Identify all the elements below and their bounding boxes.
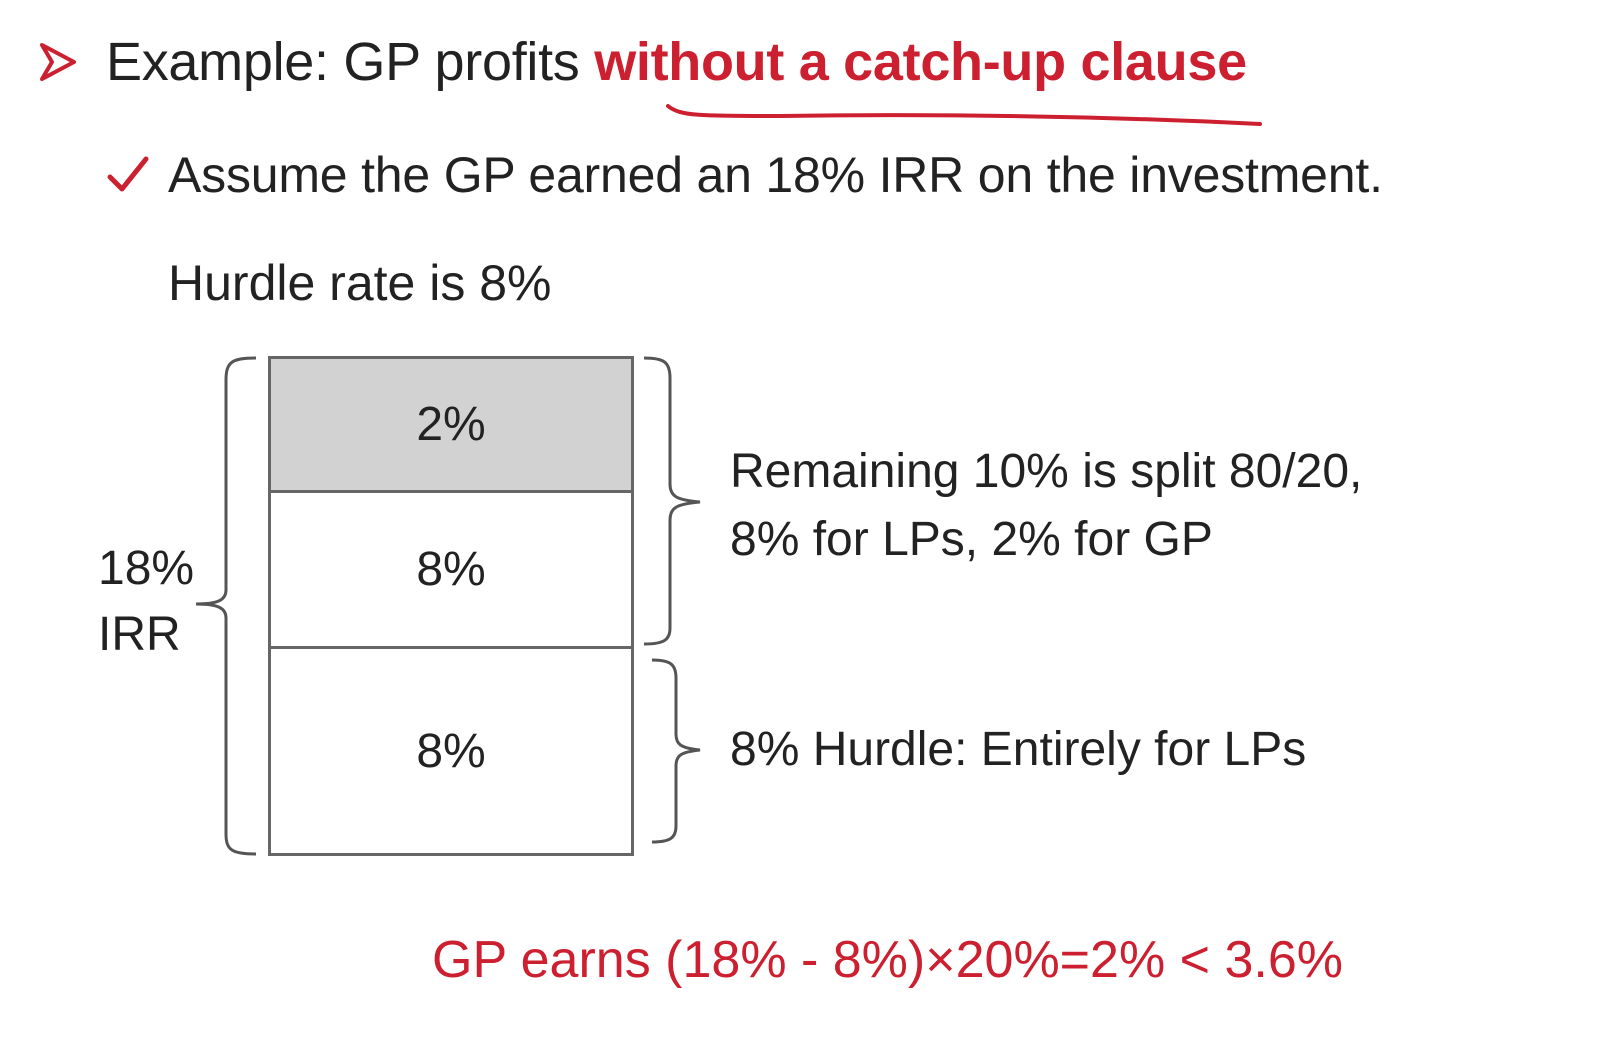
arrow-bullet-icon — [40, 43, 76, 81]
bullet-2-text: Assume the GP earned an 18% IRR on the i… — [168, 147, 1383, 203]
red-underline-annotation — [666, 104, 1262, 126]
block-hurdle: 8% — [268, 646, 634, 856]
irr-label-text: IRR — [98, 608, 181, 661]
left-brace-irr — [195, 356, 257, 856]
bullet-line-2: Assume the GP earned an 18% IRR on the i… — [104, 140, 1383, 210]
right-brace-remaining — [643, 356, 701, 646]
block-lp-share-label: 8% — [416, 543, 486, 596]
split-note-line-1: Remaining 10% is split 80/20, — [730, 445, 1363, 498]
block-hurdle-label: 8% — [416, 724, 486, 778]
hurdle-note: 8% Hurdle: Entirely for LPs — [730, 723, 1307, 776]
irr-label-value: 18% — [98, 542, 195, 595]
bullet-line-1: Example: GP profits without a catch-up c… — [36, 22, 1247, 102]
irr-label: 18% IRR — [98, 536, 194, 668]
bullet-1-emphasis: without a catch-up clause — [594, 32, 1247, 92]
right-brace-hurdle — [651, 658, 701, 844]
block-gp-share: 2% — [268, 356, 634, 493]
checkmark-icon — [107, 156, 149, 192]
split-note: Remaining 10% is split 80/20, 8% for LPs… — [730, 438, 1362, 574]
hurdle-rate-text: Hurdle rate is 8% — [168, 255, 552, 311]
block-gp-share-label: 2% — [416, 398, 486, 451]
split-note-line-2: 8% for LPs, 2% for GP — [730, 513, 1213, 566]
bullet-1-text: Example: GP profits without a catch-up c… — [106, 31, 1247, 93]
bullet-1-prefix: Example: GP profits — [106, 32, 595, 92]
conclusion-text: GP earns (18% - 8%)×20%=2% < 3.6% — [432, 931, 1343, 989]
